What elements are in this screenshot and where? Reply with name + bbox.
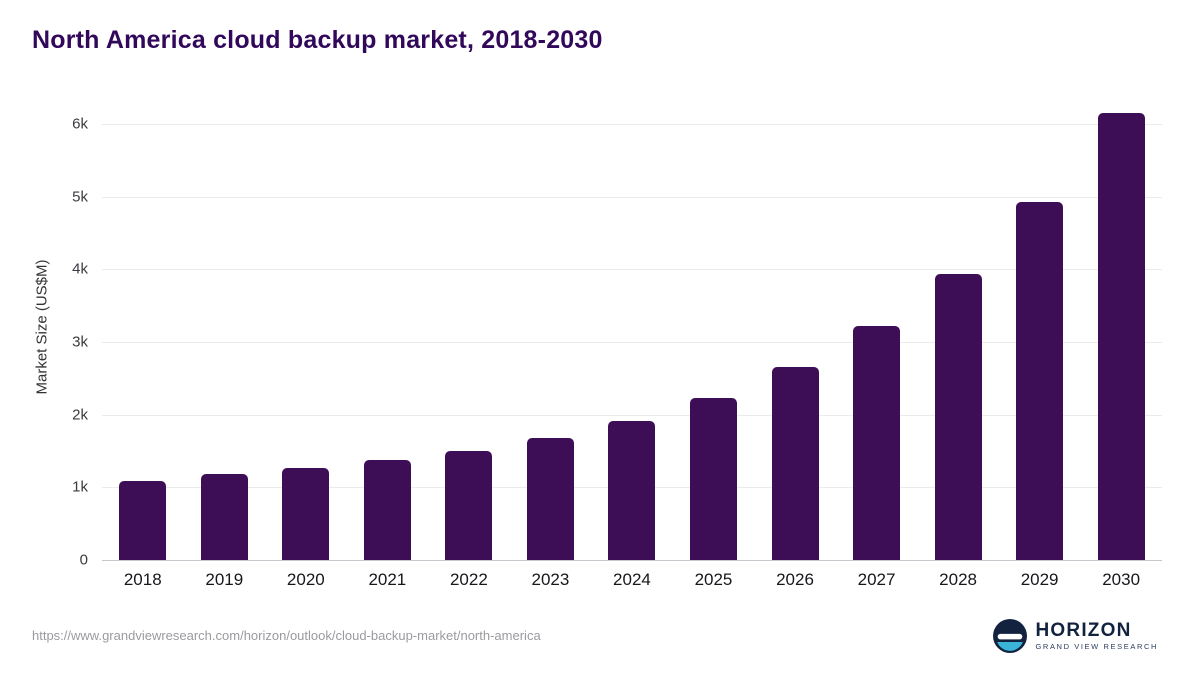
horizon-logo-name: HORIZON (1035, 620, 1132, 642)
source-url: https://www.grandviewresearch.com/horizo… (32, 628, 541, 643)
bar-slot (999, 95, 1081, 560)
x-axis-labels: 2018 2019 2020 2021 2022 2023 2024 2025 2026 2027… (102, 570, 1162, 590)
bar-2030[interactable] (1097, 113, 1145, 560)
bar-2029[interactable] (1016, 201, 1064, 560)
bar-2021[interactable] (363, 459, 411, 560)
bar-2023[interactable] (526, 438, 574, 560)
bar-2027[interactable] (853, 326, 901, 560)
gridline (102, 196, 1162, 198)
y-tick-label: 5k (72, 188, 88, 206)
gridline (102, 124, 1162, 126)
x-tick-label: 2022 (449, 570, 488, 589)
bar-2028[interactable] (934, 273, 982, 560)
horizon-logo-icon (992, 619, 1027, 653)
bar-slot (265, 95, 347, 560)
bar-2024[interactable] (608, 420, 656, 560)
bar-slot (428, 95, 510, 560)
x-tick-label: 2027 (857, 570, 896, 589)
chart-title: North America cloud backup market, 2018-… (32, 26, 603, 54)
bar-2020[interactable] (282, 468, 330, 560)
bar-slot (917, 95, 999, 560)
x-tick-label: 2021 (368, 570, 407, 589)
y-tick-label: 4k (72, 260, 88, 278)
x-tick-label: 2026 (776, 570, 814, 589)
bar-slot (347, 95, 429, 560)
bar-slot (673, 95, 755, 560)
bar-2018[interactable] (119, 480, 167, 560)
bar-slot (591, 95, 673, 560)
x-tick-label: 2020 (286, 570, 325, 589)
bar-slot (184, 95, 266, 560)
horizon-logo-subtitle: GRAND VIEW RESEARCH (1035, 642, 1158, 652)
bar-slot (102, 95, 184, 560)
y-tick-label: 0 (79, 551, 88, 569)
bar-slot (836, 95, 918, 560)
x-axis-line (102, 560, 1162, 561)
y-tick-label: 1k (72, 478, 88, 496)
x-tick-label: 2029 (1020, 570, 1059, 589)
gridline (102, 269, 1162, 271)
y-axis-title: Market Size (US$M) (33, 259, 51, 395)
horizon-logo[interactable]: HORIZON GRAND VIEW RESEARCH (992, 619, 1159, 653)
bar-2019[interactable] (200, 474, 248, 560)
gridline (102, 414, 1162, 416)
x-tick-label: 2025 (694, 570, 733, 589)
horizon-logo-text: HORIZON GRAND VIEW RESEARCH (1036, 621, 1159, 651)
bar-2025[interactable] (689, 397, 737, 560)
bar-slot (1080, 95, 1162, 560)
bar-slot (754, 95, 836, 560)
x-tick-label: 2018 (123, 570, 162, 589)
y-tick-label: 2k (72, 406, 88, 424)
x-tick-label: 2019 (205, 570, 244, 589)
bar-slot (510, 95, 592, 560)
x-tick-label: 2030 (1102, 570, 1141, 589)
x-tick-label: 2024 (613, 570, 651, 589)
bar-2022[interactable] (445, 451, 493, 560)
gridline (102, 342, 1162, 344)
y-tick-label: 3k (72, 333, 88, 351)
plot-area: 0 1k 2k 3k 4k 5k 6k (72, 95, 1162, 569)
bars-row (102, 95, 1162, 560)
x-tick-label: 2023 (531, 570, 570, 589)
y-tick-label: 6k (72, 115, 88, 133)
bar-2026[interactable] (771, 366, 819, 560)
x-tick-label: 2028 (939, 570, 977, 589)
